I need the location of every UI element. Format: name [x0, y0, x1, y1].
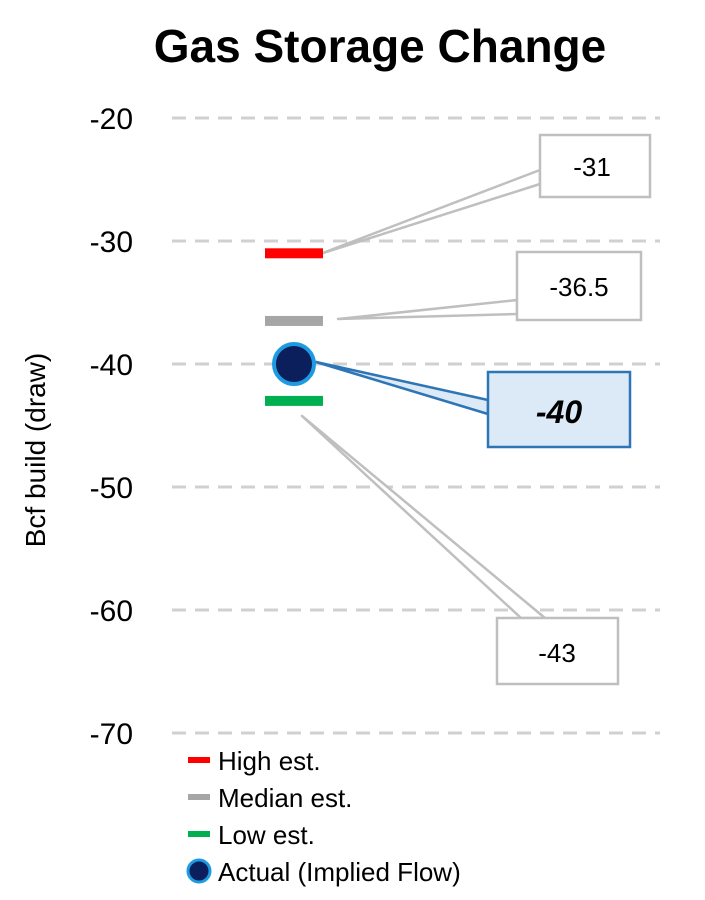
estimate-marker: [265, 395, 323, 406]
estimate-marker: [265, 315, 323, 326]
actual-marker: [272, 342, 316, 386]
legend-label: Low est.: [218, 820, 315, 850]
y-tick-label: -70: [90, 718, 133, 751]
callout-leaders: [300, 168, 547, 620]
callout-leader: [336, 298, 519, 321]
data-label-box: [495, 616, 620, 686]
data-label: -36.5: [549, 272, 608, 302]
gridlines: [172, 116, 660, 735]
data-label: -43: [538, 638, 576, 668]
y-tick-label: -60: [90, 595, 133, 628]
legend-label: Actual (Implied Flow): [218, 857, 461, 887]
estimate-marker: [265, 248, 323, 259]
legend-swatch: [188, 831, 210, 837]
y-axis-ticks: -20 -30 -40 -50 -60 -70: [90, 103, 133, 751]
data-marks: [265, 248, 323, 406]
legend-label: High est.: [218, 746, 321, 776]
legend-swatch: [186, 858, 212, 884]
legend-swatch: [188, 757, 210, 763]
callout-leader: [314, 360, 490, 416]
y-tick-label: -20: [90, 103, 133, 136]
data-label-box: [486, 370, 632, 449]
data-callouts: -31 -36.5 -43 -40: [486, 133, 652, 686]
data-label-box: [515, 250, 643, 322]
data-label-box: [538, 133, 652, 199]
y-tick-label: -50: [90, 472, 133, 505]
chart-title: Gas Storage Change: [154, 20, 606, 72]
legend-label: Median est.: [218, 783, 352, 813]
y-tick-label: -30: [90, 226, 133, 259]
data-label: -31: [573, 152, 611, 182]
y-axis-label: Bcf build (draw): [20, 353, 51, 548]
legend: High est. Median est. Low est. Actual (Impl…: [186, 746, 461, 887]
data-label: -40: [536, 394, 582, 430]
y-tick-label: -40: [90, 349, 133, 382]
legend-swatch: [188, 794, 210, 800]
